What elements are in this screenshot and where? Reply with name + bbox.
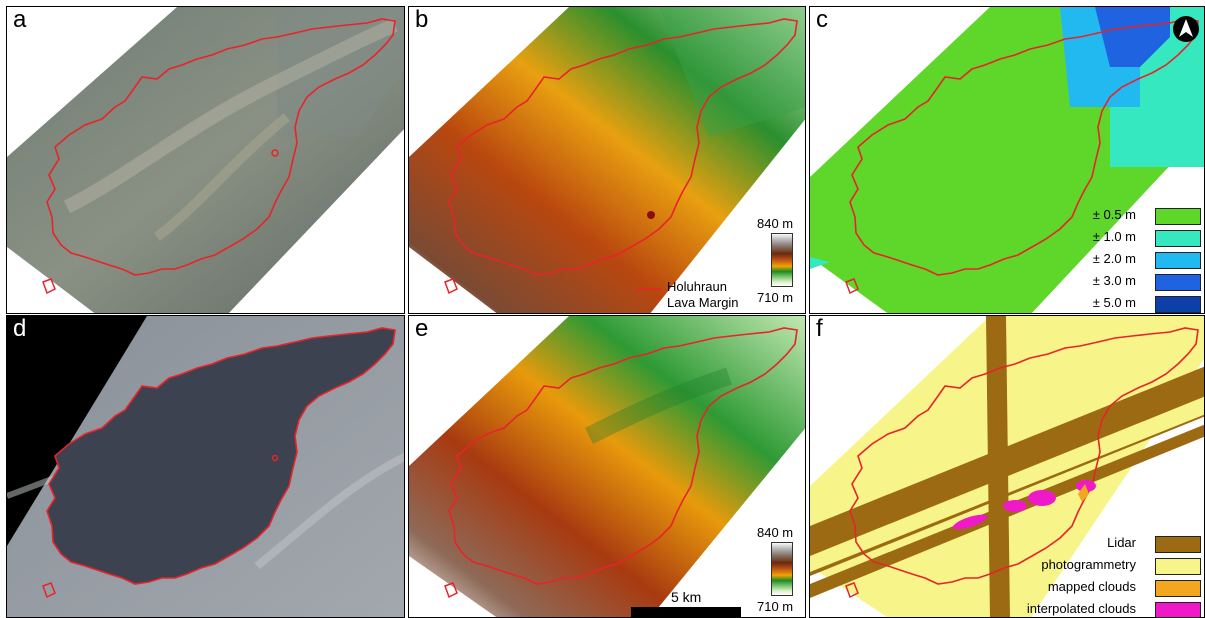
colorbar-max-label: 840 m xyxy=(757,216,794,231)
uncertainty-legend-swatch xyxy=(1155,208,1201,225)
uncertainty-legend-swatch xyxy=(1155,230,1201,247)
elevation-map-b xyxy=(409,7,805,313)
uncertainty-legend-label: ± 0.5 m xyxy=(1092,207,1136,222)
panel-b: b 840 m 710 m Holuhraun Lava Margin xyxy=(408,6,806,314)
lava-margin-legend-line1: Holuhraun xyxy=(667,279,727,294)
colorbar-max-label: 840 m xyxy=(757,525,794,540)
uncertainty-legend-swatch xyxy=(1155,296,1201,313)
panel-c: c ± 0.5 m ± 1.0 m ± 2.0 m ± 3.0 m ± 5.0 … xyxy=(809,6,1205,314)
source-legend-label: Lidar xyxy=(1107,535,1136,550)
uncertainty-legend-label: ± 5.0 m xyxy=(1092,295,1136,310)
source-legend-label: interpolated clouds xyxy=(1026,601,1136,616)
uncertainty-map-c xyxy=(810,7,1204,313)
uncertainty-legend-label: ± 2.0 m xyxy=(1092,251,1136,266)
panel-label-e: e xyxy=(415,315,429,342)
north-arrow-icon xyxy=(1173,16,1199,42)
aerial-image-d xyxy=(7,316,404,617)
source-legend-swatch xyxy=(1155,602,1201,617)
colorbar-min-label: 710 m xyxy=(757,599,794,614)
source-legend-label: photogrammetry xyxy=(1041,557,1136,572)
colorbar-min-label: 710 m xyxy=(757,290,794,305)
data-source-map-f xyxy=(810,316,1204,617)
source-legend-label: mapped clouds xyxy=(1047,579,1136,594)
panel-f: f Lidar photogrammetry mapped clouds int… xyxy=(809,315,1205,618)
panel-e: e 840 m 710 m 5 km xyxy=(408,315,806,618)
elevation-colorbar xyxy=(771,542,793,596)
aerial-image-a xyxy=(7,7,404,313)
panel-label-d: d xyxy=(13,315,27,342)
panel-d: d xyxy=(6,315,405,618)
uncertainty-legend-swatch xyxy=(1155,274,1201,291)
panel-label-a: a xyxy=(13,6,27,33)
uncertainty-legend-label: ± 3.0 m xyxy=(1092,273,1136,288)
lava-margin-legend-line2: Lava Margin xyxy=(667,295,739,310)
elevation-map-e xyxy=(409,316,805,617)
panel-label-b: b xyxy=(415,6,429,33)
elevation-colorbar xyxy=(771,233,793,287)
source-legend-swatch xyxy=(1155,558,1201,575)
panel-a: a xyxy=(6,6,405,314)
panel-label-c: c xyxy=(816,6,828,33)
uncertainty-legend-label: ± 1.0 m xyxy=(1092,229,1136,244)
uncertainty-legend-swatch xyxy=(1155,252,1201,269)
scalebar-label: 5 km xyxy=(671,589,702,605)
scalebar xyxy=(631,607,741,617)
panel-label-f: f xyxy=(816,315,823,342)
source-legend-swatch xyxy=(1155,580,1201,597)
source-legend-swatch xyxy=(1155,536,1201,553)
